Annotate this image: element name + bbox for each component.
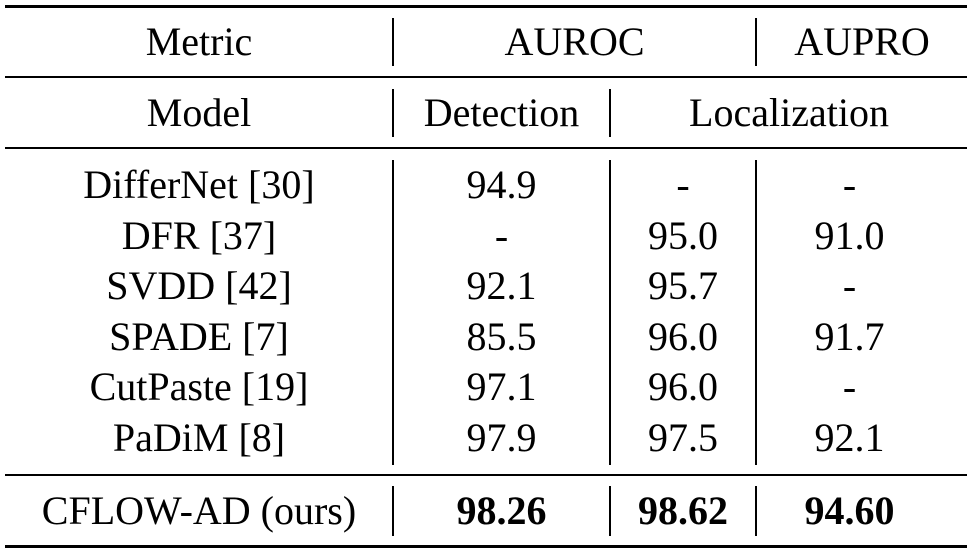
header-divider [5, 76, 967, 78]
col-divider [392, 89, 394, 137]
detection-cell: 85.5 [466, 314, 537, 359]
detection-cell: 97.9 [466, 415, 537, 460]
model-cell: DifferNet [30] [83, 162, 315, 207]
detection-cell: 92.1 [466, 263, 537, 308]
model-cell: SVDD [42] [106, 263, 292, 308]
localization-cell: 97.5 [648, 415, 718, 460]
aupro-cell: - [842, 364, 857, 409]
bottom-rule [5, 545, 967, 548]
aupro-header: AUPRO [794, 19, 930, 64]
localization-header: Localization [689, 89, 889, 135]
metric-header: Metric [145, 19, 253, 64]
col-divider [392, 160, 394, 465]
col-divider [609, 89, 611, 137]
model-header: Model [146, 89, 252, 135]
header-bottom-rule [5, 147, 967, 149]
detection-cell: 94.9 [466, 162, 537, 207]
col-divider [392, 486, 394, 536]
ours-separator-rule [5, 474, 967, 476]
aupro-cell: 92.1 [814, 415, 885, 460]
aupro-cell: 91.0 [814, 213, 885, 258]
auroc-header: AUROC [504, 19, 645, 64]
ours-model-cell: CFLOW-AD (ours) [41, 487, 357, 533]
localization-cell: 95.0 [648, 213, 718, 258]
localization-cell: 96.0 [648, 314, 718, 359]
model-cell: DFR [37] [121, 213, 277, 258]
model-cell: PaDiM [8] [112, 415, 286, 460]
detection-cell: - [494, 213, 509, 258]
detection-header: Detection [423, 89, 580, 135]
localization-cell: - [676, 162, 690, 207]
col-divider [755, 18, 757, 66]
top-rule [5, 5, 967, 8]
model-cell: SPADE [7] [109, 314, 289, 359]
ours-aupro-cell: 94.60 [804, 487, 895, 533]
aupro-cell: 91.7 [814, 314, 885, 359]
localization-cell: 95.7 [648, 263, 718, 308]
col-divider [609, 486, 611, 536]
col-divider [392, 18, 394, 66]
ours-detection-cell: 98.26 [456, 487, 547, 533]
col-divider [755, 486, 757, 536]
col-divider [609, 160, 611, 465]
aupro-cell: - [842, 162, 857, 207]
aupro-cell: - [842, 263, 857, 308]
ours-localization-cell: 98.62 [638, 487, 728, 533]
model-cell: CutPaste [19] [89, 364, 309, 409]
localization-cell: 96.0 [648, 364, 718, 409]
col-divider [755, 160, 757, 465]
detection-cell: 97.1 [466, 364, 537, 409]
